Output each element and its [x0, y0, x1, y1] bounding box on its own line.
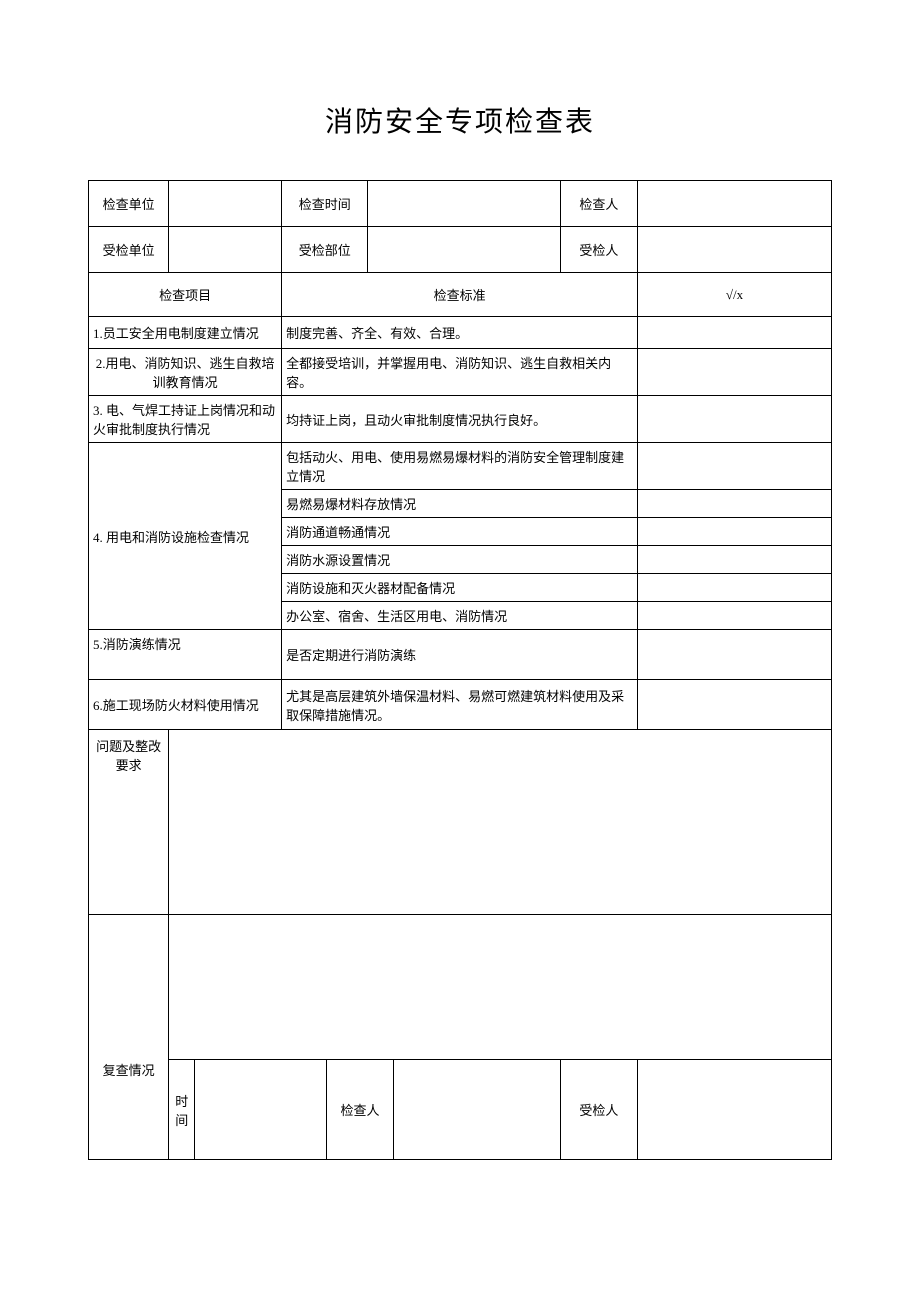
- recheck-inspector-value[interactable]: [394, 1060, 560, 1160]
- item-5-mark[interactable]: [638, 630, 832, 680]
- recheck-subject-value[interactable]: [638, 1060, 832, 1160]
- recheck-time-value[interactable]: [195, 1060, 327, 1160]
- inspect-time-value[interactable]: [368, 181, 560, 227]
- subject-part-label: 受检部位: [282, 227, 368, 273]
- check-standard-header: 检查标准: [282, 273, 638, 317]
- item-3-label: 3. 电、气焊工持证上岗情况和动火审批制度执行情况: [89, 396, 282, 443]
- recheck-top-value[interactable]: [169, 915, 832, 1060]
- inspector-value[interactable]: [638, 181, 832, 227]
- item-4-standard-1: 包括动火、用电、使用易燃易爆材料的消防安全管理制度建立情况: [282, 443, 638, 490]
- subject-person-value[interactable]: [638, 227, 832, 273]
- item-2-mark[interactable]: [638, 349, 832, 396]
- inspection-table: 检查单位 检查时间 检查人 受检单位 受检部位 受检人 检查项目 检查标准 √/…: [88, 180, 832, 1160]
- item-1-label: 1.员工安全用电制度建立情况: [89, 317, 282, 349]
- item-5-standard: 是否定期进行消防演练: [282, 630, 638, 680]
- item-3-standard: 均持证上岗，且动火审批制度情况执行良好。: [282, 396, 638, 443]
- item-4-standard-4: 消防水源设置情况: [282, 546, 638, 574]
- recheck-inspector-label: 检查人: [326, 1060, 394, 1160]
- inspect-unit-value[interactable]: [169, 181, 282, 227]
- item-4-standard-6: 办公室、宿舍、生活区用电、消防情况: [282, 602, 638, 630]
- item-6-mark[interactable]: [638, 680, 832, 730]
- item-1-mark[interactable]: [638, 317, 832, 349]
- subject-unit-label: 受检单位: [89, 227, 169, 273]
- inspect-unit-label: 检查单位: [89, 181, 169, 227]
- page-title: 消防安全专项检查表: [88, 100, 832, 140]
- recheck-subject-label: 受检人: [560, 1060, 637, 1160]
- item-4-standard-5: 消防设施和灭火器材配备情况: [282, 574, 638, 602]
- item-4-mark-5[interactable]: [638, 574, 832, 602]
- item-3-mark[interactable]: [638, 396, 832, 443]
- recheck-label: 复查情况: [89, 915, 169, 1160]
- item-2-label: 2.用电、消防知识、逃生自救培训教育情况: [89, 349, 282, 396]
- inspector-label: 检查人: [560, 181, 637, 227]
- item-4-mark-1[interactable]: [638, 443, 832, 490]
- issues-value[interactable]: [169, 730, 832, 915]
- item-4-mark-3[interactable]: [638, 518, 832, 546]
- item-1-standard: 制度完善、齐全、有效、合理。: [282, 317, 638, 349]
- item-4-mark-6[interactable]: [638, 602, 832, 630]
- check-mark-header: √/x: [638, 273, 832, 317]
- inspect-time-label: 检查时间: [282, 181, 368, 227]
- item-6-standard: 尤其是高层建筑外墙保温材料、易燃可燃建筑材料使用及采取保障措施情况。: [282, 680, 638, 730]
- item-4-standard-2: 易燃易爆材料存放情况: [282, 490, 638, 518]
- item-4-label: 4. 用电和消防设施检查情况: [89, 443, 282, 630]
- subject-unit-value[interactable]: [169, 227, 282, 273]
- check-item-header: 检查项目: [89, 273, 282, 317]
- recheck-time-label: 时间: [169, 1060, 195, 1160]
- item-6-label: 6.施工现场防火材料使用情况: [89, 680, 282, 730]
- subject-part-value[interactable]: [368, 227, 560, 273]
- subject-person-label: 受检人: [560, 227, 637, 273]
- item-4-mark-2[interactable]: [638, 490, 832, 518]
- issues-label: 问题及整改要求: [89, 730, 169, 915]
- item-4-mark-4[interactable]: [638, 546, 832, 574]
- item-4-standard-3: 消防通道畅通情况: [282, 518, 638, 546]
- item-5-label: 5.消防演练情况: [89, 630, 282, 680]
- item-2-standard: 全都接受培训，并掌握用电、消防知识、逃生自救相关内容。: [282, 349, 638, 396]
